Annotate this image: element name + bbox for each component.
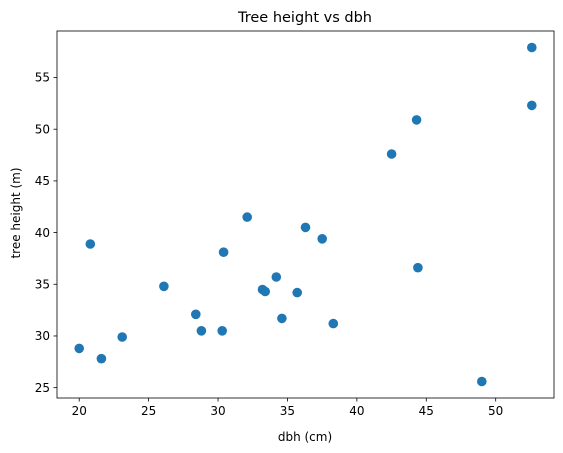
data-point [217,326,227,336]
data-points [74,42,537,387]
data-point [292,287,303,298]
y-tick-label: 35 [35,277,50,291]
y-tick-label: 30 [35,329,50,343]
data-point [386,149,397,159]
x-tick-label: 50 [488,404,503,418]
data-point [218,247,229,257]
data-point [300,222,311,233]
data-point [159,281,169,292]
data-point [260,286,271,297]
data-point [277,313,287,324]
data-point [85,239,96,249]
data-point [96,353,107,364]
data-point [527,42,537,53]
x-axis-label: dbh (cm) [278,430,332,444]
x-tick-label: 30 [210,404,225,418]
data-point [271,272,282,282]
data-point [328,318,339,329]
plot-area-frame [56,30,555,399]
x-tick-label: 45 [419,404,434,418]
data-point [527,100,537,111]
data-point [196,326,207,336]
data-point [242,212,252,222]
x-tick-label: 25 [141,404,156,418]
chart-title: Tree height vs dbh [237,10,372,26]
data-point [317,234,328,244]
y-axis-label: tree height (m) [9,167,23,258]
y-tick-label: 50 [35,122,50,136]
y-tick-label: 55 [35,71,50,85]
y-tick-label: 45 [35,174,50,188]
data-point [191,309,201,320]
x-tick-label: 20 [72,404,87,418]
x-tick-label: 35 [280,404,295,418]
data-point [117,332,127,342]
data-point [411,115,422,125]
data-point [413,262,423,273]
axis-ticks: 20 25 30 35 40 45 50 25 30 35 40 45 50 55 [35,71,504,418]
y-tick-label: 25 [35,381,50,395]
data-point [74,343,84,354]
y-tick-label: 40 [35,226,50,240]
x-tick-label: 40 [349,404,364,418]
data-point [477,376,487,387]
